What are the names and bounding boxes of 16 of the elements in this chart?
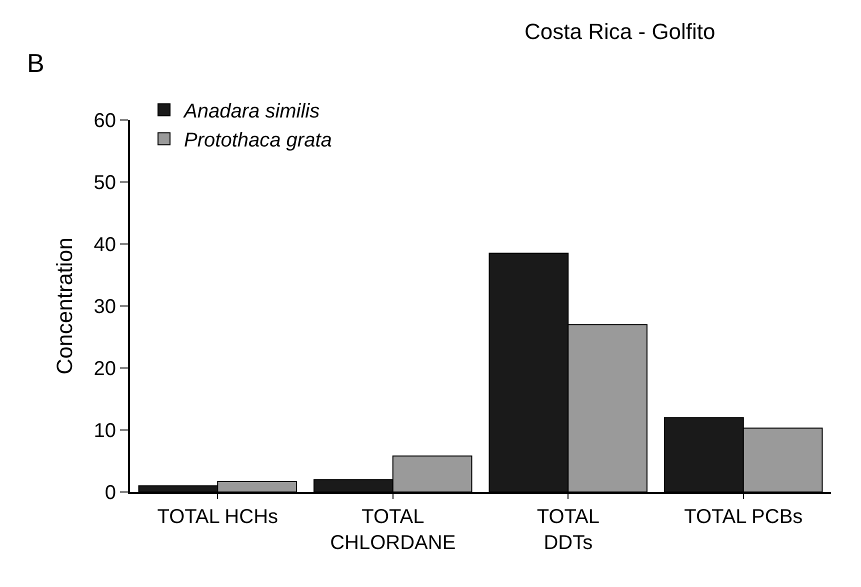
y-tick-label: 30: [94, 296, 116, 318]
x-tick-label: TOTAL CHLORDANE: [330, 506, 456, 554]
chart-title: Costa Rica - Golfito: [524, 18, 716, 44]
y-tick-label: 10: [94, 420, 116, 442]
y-tick-label: 60: [94, 110, 116, 132]
x-tick-label: TOTAL HCHs: [157, 506, 278, 528]
x-tick-label: TOTAL PCBs: [684, 506, 803, 528]
y-tick-label: 0: [104, 482, 116, 504]
text: B: [27, 48, 44, 78]
y-tick-label: 40: [94, 234, 116, 256]
x-tick-label: TOTAL DDTs: [536, 506, 600, 554]
legend-label: Anadara similis: [183, 100, 320, 123]
y-tick-label: 20: [94, 358, 116, 380]
y-axis-title: Concentration: [52, 238, 78, 374]
y-tick-label: 50: [94, 172, 116, 194]
legend-label: Protothaca grata: [184, 130, 332, 152]
